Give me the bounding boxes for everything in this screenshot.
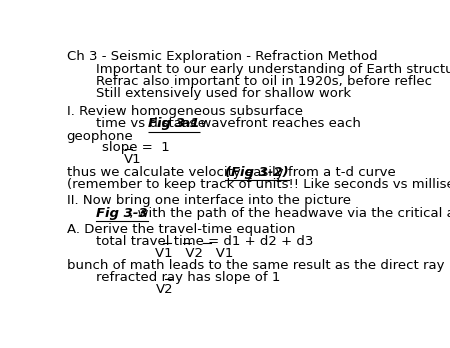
- Text: Still extensively used for shallow work: Still extensively used for shallow work: [96, 87, 351, 100]
- Text: total travel time = d1 + d2 + d3: total travel time = d1 + d2 + d3: [96, 235, 314, 248]
- Text: , with the path of the headwave via the critical angle: , with the path of the headwave via the …: [125, 207, 450, 220]
- Text: as wavefront reaches each: as wavefront reaches each: [177, 117, 361, 130]
- Text: geophone: geophone: [67, 130, 134, 143]
- Text: time vs distance: time vs distance: [96, 117, 211, 130]
- Text: V1: V1: [124, 153, 142, 166]
- Text: V1   V2   V1: V1 V2 V1: [155, 247, 233, 260]
- Text: refracted ray has slope of 1: refracted ray has slope of 1: [96, 271, 281, 284]
- Text: V2: V2: [156, 284, 174, 296]
- Text: (Fig 3-2): (Fig 3-2): [225, 166, 289, 179]
- Text: Fig 3-1: Fig 3-1: [148, 117, 200, 130]
- Text: Ch 3 - Seismic Exploration - Refraction Method: Ch 3 - Seismic Exploration - Refraction …: [67, 50, 378, 63]
- Text: Important to our early understanding of Earth structure: Important to our early understanding of …: [96, 63, 450, 76]
- Text: Refrac also important to oil in 1920s, before reflec: Refrac also important to oil in 1920s, b…: [96, 75, 432, 88]
- Text: bunch of math leads to the same result as the direct ray: bunch of math leads to the same result a…: [67, 259, 444, 272]
- Text: II. Now bring one interface into the picture: II. Now bring one interface into the pic…: [67, 195, 351, 207]
- Text: thus we calculate velocity easily from a t-d curve: thus we calculate velocity easily from a…: [67, 166, 400, 179]
- Text: slope =  1: slope = 1: [102, 141, 169, 155]
- Text: I. Review homogeneous subsurface: I. Review homogeneous subsurface: [67, 105, 303, 118]
- Text: Fig 3-3: Fig 3-3: [96, 207, 148, 220]
- Text: (remember to keep track of units!! Like seconds vs milliseconds..: (remember to keep track of units!! Like …: [67, 178, 450, 191]
- Text: A. Derive the travel-time equation: A. Derive the travel-time equation: [67, 223, 295, 236]
